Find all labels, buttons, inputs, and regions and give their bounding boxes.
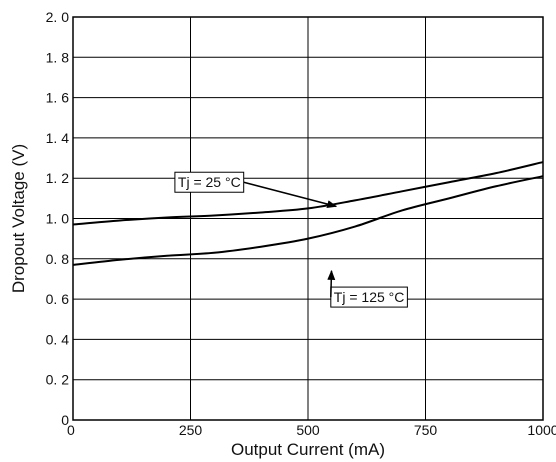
x-tick-label: 250 [179, 422, 203, 438]
x-tick-label: 1000 [527, 422, 556, 438]
y-tick-label: 0. 8 [46, 251, 70, 267]
y-tick-label: 1. 4 [46, 130, 70, 146]
annotation-arrow [327, 269, 336, 298]
annotation-label: Tj = 125 °C [334, 289, 405, 305]
y-tick-label: 1. 0 [46, 211, 70, 227]
y-tick-label: 0. 4 [46, 331, 70, 347]
annotation-tj-25c: Tj = 25 °C [174, 171, 338, 209]
x-tick-label: 750 [414, 422, 438, 438]
y-tick-label: 1. 2 [46, 170, 70, 186]
annotation-tj-125c: Tj = 125 °C [327, 269, 408, 308]
series-line-tj-125c [72, 175, 544, 266]
series-line-tj-25c [72, 161, 544, 226]
y-tick-label: 2. 0 [46, 9, 70, 25]
annotation-label: Tj = 25 °C [178, 174, 241, 190]
x-tick-label: 0 [67, 422, 75, 438]
y-tick-label: 0. 2 [46, 372, 70, 388]
plot-frame [72, 16, 544, 421]
x-tick-label: 500 [296, 422, 320, 438]
y-axis-label: Dropout Voltage (V) [9, 144, 28, 293]
series-lines [72, 161, 544, 266]
annotations: Tj = 25 °C Tj = 125 °C [174, 171, 408, 308]
y-tick-label: 1. 8 [46, 49, 70, 65]
x-axis-label: Output Current (mA) [231, 440, 385, 459]
tick-labels: 0 0. 2 0. 4 0. 6 0. 8 1. 0 1. 2 1. 4 1. 6 1. 8 2. … [46, 9, 556, 438]
y-tick-label: 0 [61, 412, 69, 428]
y-tick-label: 1. 6 [46, 90, 70, 106]
y-tick-label: 0. 6 [46, 291, 70, 307]
annotation-arrow [243, 181, 338, 209]
